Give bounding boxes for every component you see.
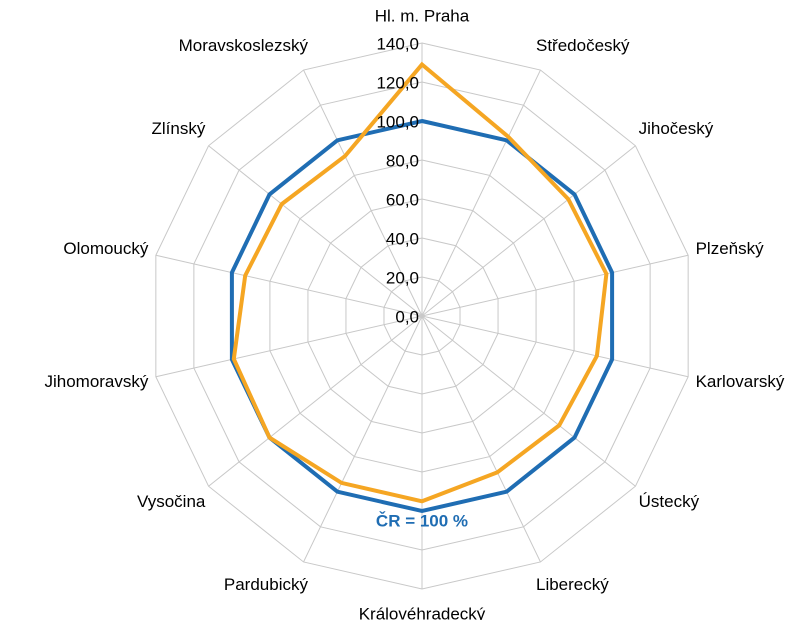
spoke <box>208 145 423 317</box>
series-line <box>229 118 615 514</box>
category-label: Zlínský <box>152 119 206 138</box>
category-label: Plzeňský <box>696 239 765 258</box>
spoke <box>421 315 636 487</box>
category-label: Ústecký <box>639 492 700 511</box>
category-label: Jihomoravský <box>44 372 148 391</box>
r-tick-label: 100,0 <box>376 112 419 131</box>
category-label: Královéhradecký <box>359 604 486 620</box>
series-line <box>231 61 609 504</box>
spoke <box>208 315 423 487</box>
r-tick-label: 120,0 <box>376 73 419 92</box>
spoke <box>421 145 636 317</box>
spoke <box>303 69 423 317</box>
category-label: Liberecký <box>536 575 609 594</box>
spoke <box>155 254 423 317</box>
category-label: Olomoucký <box>63 239 149 258</box>
category-label: Jihočeský <box>639 119 714 138</box>
spoke <box>421 315 541 563</box>
r-tick-label: 40,0 <box>386 229 419 248</box>
spoke <box>303 315 423 563</box>
r-tick-label: 80,0 <box>386 151 419 170</box>
spoke <box>421 315 689 378</box>
r-tick-label: 0,0 <box>395 307 419 326</box>
category-label: Vysočina <box>137 492 206 511</box>
r-tick-label: 60,0 <box>386 190 419 209</box>
r-tick-label: 140,0 <box>376 34 419 53</box>
r-tick-label: 20,0 <box>386 268 419 287</box>
category-label: Středočeský <box>536 36 630 55</box>
category-label: Karlovarský <box>696 372 785 391</box>
spoke <box>421 69 541 317</box>
category-label: Moravskoslezský <box>179 36 309 55</box>
spoke <box>155 315 423 378</box>
spoke <box>421 254 689 317</box>
category-label: Hl. m. Praha <box>375 6 470 25</box>
annotation: ČR = 100 % <box>376 511 468 530</box>
category-label: Pardubický <box>224 575 309 594</box>
